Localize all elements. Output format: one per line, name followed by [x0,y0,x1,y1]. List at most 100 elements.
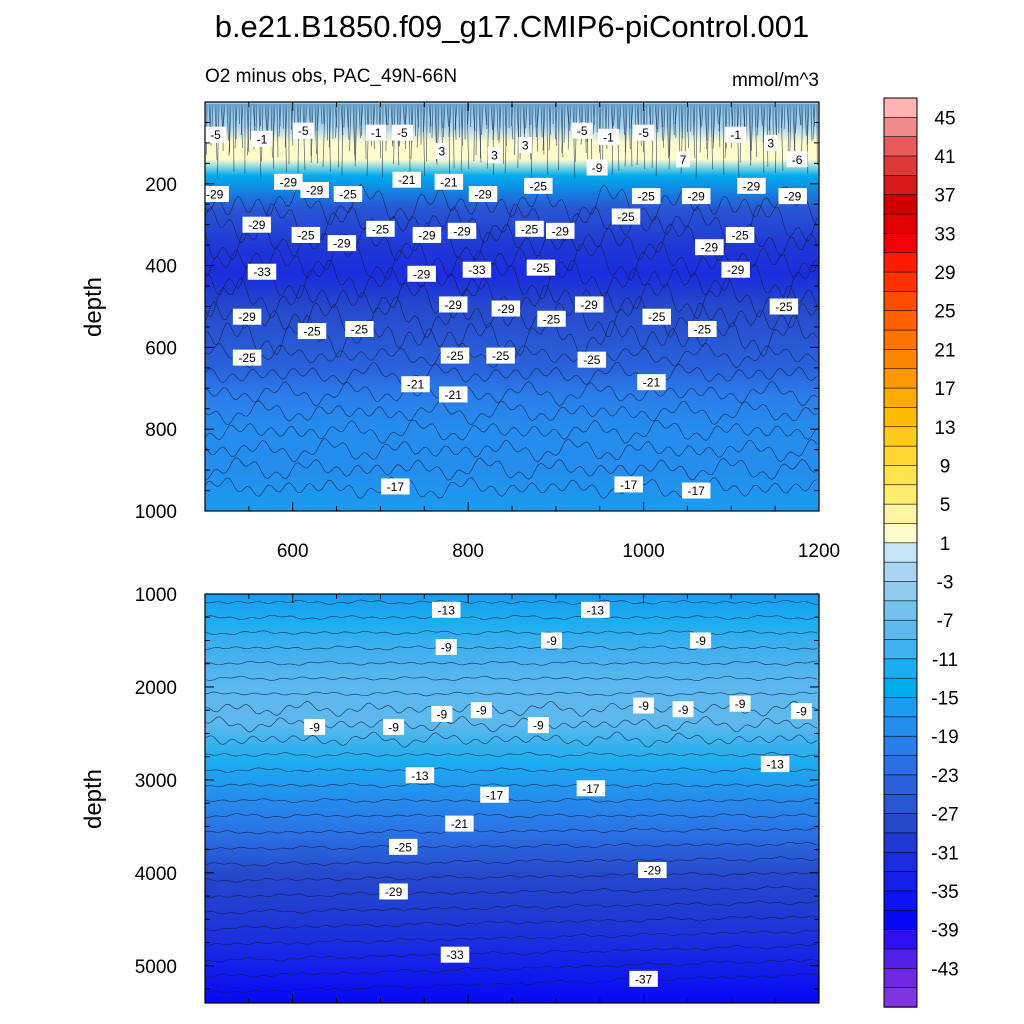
contour-label-text: -25 [648,310,666,324]
surface-noise-streak [569,103,572,131]
contour-label-box [232,349,262,366]
contour-label-text: -29 [644,864,662,878]
contour-label-text: -9 [695,634,706,648]
surface-noise-streak [249,103,252,140]
y-tick-label: 1000 [135,585,177,606]
contour-label-box [431,601,461,618]
contour-label-text: -29 [385,885,403,899]
contour-label-text: -29 [453,224,471,238]
colorbar-swatch [883,368,918,389]
contour-label-box [486,347,515,364]
surface-noise-streak [781,103,784,128]
surface-noise-streak [743,103,746,131]
colorbar-swatch [883,561,918,583]
colorbar-swatch [883,484,918,505]
y-tick-label: 2000 [135,678,177,699]
contour-label: -29 [574,296,604,313]
contour-label-box [633,697,655,714]
contour-label-box [327,235,357,252]
contour-label-text: -9 [441,640,452,654]
contour-label: -21 [438,386,468,403]
y-tick-label: 600 [145,338,177,359]
surface-noise-streak [492,103,496,140]
y-tick-label: 200 [145,175,177,196]
surface-noise-streak [511,103,514,126]
surface-noise-streak [712,103,716,149]
surface-noise-streak [561,103,564,153]
contour-label: 3 [518,136,532,153]
contour-label-box [681,482,711,499]
contour-line [205,645,818,651]
contour-label: -9 [470,702,492,719]
contour-label-box [597,128,619,145]
contour-label-box [205,126,227,143]
contour-label-box [392,171,421,188]
surface-noise-streak [762,103,766,143]
contour-label: -29 [274,173,303,190]
contour-label-text: -25 [351,322,369,336]
contour-label: -33 [440,946,470,963]
panel-units-label: mmol/m^3 [732,70,819,91]
contour-label-text: -9 [678,703,689,717]
contour-label-box [786,151,808,168]
contour-label-text: -9 [309,720,320,734]
contour-label-box [438,386,468,403]
colorbar-label: -27 [931,805,958,826]
surface-noise-streak [567,103,570,149]
contour-label: -29 [407,265,436,282]
surface-noise-streak [613,103,616,126]
contour-label-box [760,756,790,773]
contour-line [205,731,818,748]
surface-noise-streak [360,103,364,126]
contour-label-text: -25 [492,349,510,363]
surface-noise-streak [486,103,490,169]
colorbar-swatch [883,929,918,950]
contour-label-text: -25 [530,179,548,193]
lower-contour-lines [205,599,818,994]
contour-label-box [540,632,562,649]
contour-label-text: 7 [680,153,687,167]
contour-label: -25 [297,323,327,340]
surface-noise-streak [706,103,710,160]
contour-label-text: -25 [583,353,601,367]
contour-line [205,700,818,717]
contour-line [205,240,818,281]
surface-noise-streak [226,103,229,141]
contour-label-text: -21 [643,376,661,390]
surface-noise-streak [490,103,493,130]
surface-noise-streak [674,103,678,125]
panel-subtitle-left: O2 minus obs, PAC_49N-66N [205,66,457,87]
colorbar-label: 21 [934,340,955,361]
contour-label-text: -29 [552,224,570,238]
contour-label-text: -29 [688,190,706,204]
contour-line [205,767,818,773]
contour-label-box [681,188,711,205]
contour-label-box [725,226,755,243]
colorbar-label: -43 [931,959,958,980]
surface-noise-streak [316,103,318,164]
contour-line [205,476,818,499]
colorbar-swatch [883,890,918,912]
y-tick-label: 1000 [135,502,177,523]
contour-label-text: -21 [398,173,416,187]
surface-noise-streak [672,103,675,135]
contour-label: -25 [524,177,553,194]
contour-label-box [729,695,751,712]
surface-noise-streak [806,103,810,145]
surface-noise-streak [322,103,326,168]
contour-line [205,841,818,851]
contour-label-box [586,159,608,176]
surface-noise-streak [314,103,317,155]
contour-label-box [480,786,509,803]
contour-label-box [431,705,453,722]
contour-label: -29 [491,300,521,317]
contour-label: -9 [383,718,405,735]
surface-noise-streak [402,103,405,125]
contour-line [205,856,818,867]
contour-label: -25 [515,220,544,237]
surface-noise-streak [429,103,432,133]
colorbar-swatch [883,871,918,892]
contour-label-text: -29 [280,175,298,189]
surface-noise-streak [467,103,470,125]
surface-noise-streak [247,103,250,156]
